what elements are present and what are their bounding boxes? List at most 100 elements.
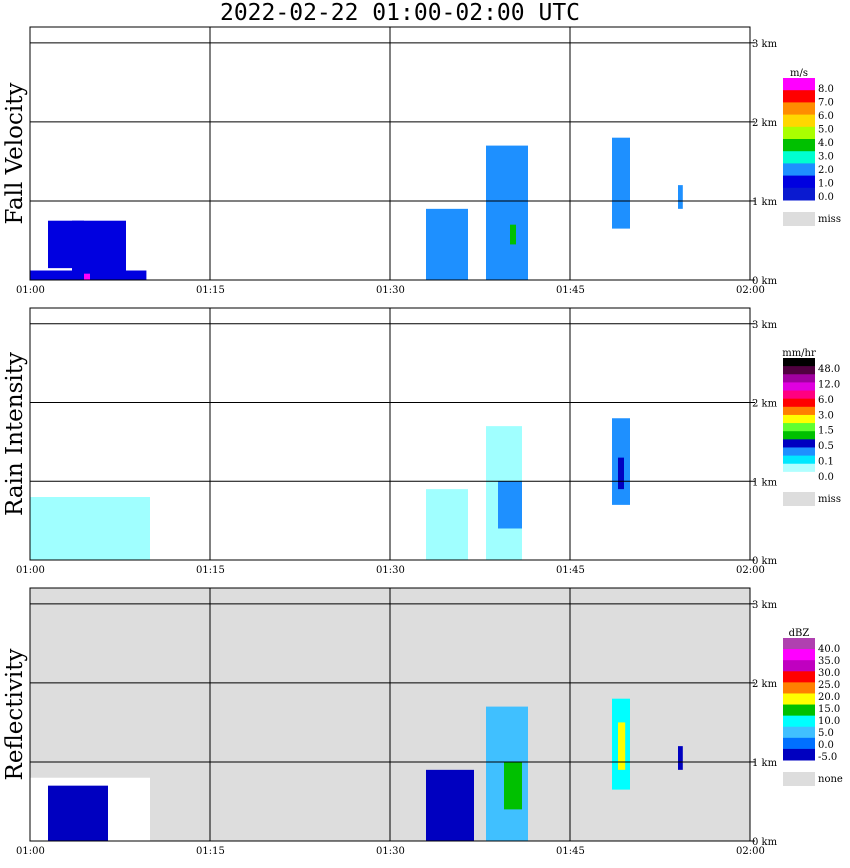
xtick-label-3-4: 02:00 [736,846,765,857]
xtick-label-2-0: 01:00 [16,565,45,576]
legend-label-2-2: 6.0 [818,395,834,406]
ytick-label-1-1: 1 km [752,197,778,208]
legend-swatch-3-2 [783,660,815,672]
legend-swatch-2-2 [783,374,815,383]
echo-3-3 [426,769,474,841]
panel-frame-1 [29,26,751,281]
legend-swatch-2-14 [783,471,815,481]
echo-2-6 [618,457,624,490]
echo-3-7 [618,722,626,770]
legend-swatch-1-8 [783,175,815,189]
legend-swatch-2-5 [783,398,815,408]
echo-1-7 [510,224,516,245]
legend-swatch-3-10 [783,748,815,761]
legend-unit-2: mm/hr [782,348,816,359]
legend-label-1-7: 1.0 [818,179,834,190]
legend-swatch-2-10 [783,439,815,448]
legend-swatch-1-0 [783,78,815,91]
legend-miss-swatch-3 [783,772,815,786]
panel-ylabel-3: Reflectivity [2,649,28,781]
legend-label-3-9: -5.0 [818,752,837,763]
panel-ylabel-1: Fall Velocity [2,83,28,225]
legend-label-2-6: 0.1 [818,457,834,468]
ytick-label-1-2: 2 km [752,118,778,129]
legend-swatch-3-0 [783,638,815,650]
legend-swatch-3-9 [783,737,815,750]
legend-swatch-1-3 [783,114,815,128]
legend-swatch-2-9 [783,431,815,440]
echo-2-1 [30,497,150,560]
legend-swatch-2-1 [783,366,815,375]
legend-swatch-2-7 [783,414,815,424]
ytick-label-1-0: 0 km [752,276,778,287]
legend-label-1-6: 2.0 [818,165,834,176]
legend-label-3-1: 35.0 [818,656,840,667]
legend-label-1-1: 7.0 [818,98,834,109]
echo-2-4 [498,481,522,529]
echo-1-3 [72,220,126,273]
echo-1-8 [612,137,630,229]
legend-label-3-2: 30.0 [818,668,840,679]
legend-miss-label-2: miss [818,494,841,505]
ytick-label-3-2: 2 km [752,679,778,690]
legend-label-2-4: 1.5 [818,426,834,437]
legend-label-3-5: 15.0 [818,704,840,715]
legend-miss-label-3: none [818,774,843,785]
legend-swatch-3-1 [783,649,815,661]
ytick-label-3-0: 0 km [752,837,778,848]
xtick-label-1-1: 01:15 [196,285,225,296]
echo-2-2 [426,489,468,560]
xtick-label-3-0: 01:00 [16,846,45,857]
xtick-label-3-1: 01:15 [196,846,225,857]
xtick-label-3-3: 01:45 [556,846,585,857]
echo-1-4 [84,273,90,280]
xtick-label-2-3: 01:45 [556,565,585,576]
legend-swatch-2-0 [783,358,815,367]
legend-swatch-2-3 [783,382,815,392]
legend-miss-label-1: miss [818,214,841,225]
echo-1-9 [678,185,683,209]
chart-title: 2022-02-22 01:00-02:00 UTC [219,0,581,26]
legend-label-3-8: 0.0 [818,740,834,751]
legend-label-1-5: 3.0 [818,152,834,163]
echo-1-5 [426,208,468,280]
legend-swatch-2-11 [783,447,815,457]
panel-frame-2 [29,307,751,561]
echo-3-5 [504,761,522,810]
legend-label-1-4: 4.0 [818,138,834,149]
ytick-label-3-3: 3 km [752,600,778,611]
xtick-label-1-4: 02:00 [736,285,765,296]
legend-label-3-7: 5.0 [818,728,834,739]
ytick-label-3-1: 1 km [752,758,778,769]
ytick-label-2-3: 3 km [752,320,778,331]
legend-label-3-6: 10.0 [818,716,840,727]
legend-label-2-0: 48.0 [818,364,840,375]
echo-1-6 [486,145,528,280]
legend-swatch-3-6 [783,704,815,717]
legend-label-1-0: 8.0 [818,84,834,95]
xtick-label-2-1: 01:15 [196,565,225,576]
legend-label-1-2: 6.0 [818,111,834,122]
legend-label-1-3: 5.0 [818,125,834,136]
legend-label-3-0: 40.0 [818,644,840,655]
legend-swatch-3-3 [783,671,815,683]
legend-swatch-1-5 [783,139,815,152]
legend-swatch-2-4 [783,390,815,400]
legend-unit-1: m/s [790,68,808,79]
xtick-label-1-0: 01:00 [16,285,45,296]
xtick-label-1-2: 01:30 [376,285,405,296]
legend-swatch-2-6 [783,406,815,416]
legend-swatch-3-5 [783,693,815,706]
legend-label-2-7: 0.0 [818,472,834,483]
legend-swatch-3-7 [783,715,815,728]
xtick-label-1-3: 01:45 [556,285,585,296]
legend-swatch-3-8 [783,726,815,739]
legend-swatch-2-12 [783,455,815,465]
panel-ylabel-2: Rain Intensity [2,352,28,516]
legend-label-3-4: 20.0 [818,692,840,703]
legend-miss-swatch-2 [783,492,815,506]
ytick-label-2-0: 0 km [752,556,778,567]
panel-frame-3 [29,587,751,842]
echo-3-2 [48,785,108,841]
